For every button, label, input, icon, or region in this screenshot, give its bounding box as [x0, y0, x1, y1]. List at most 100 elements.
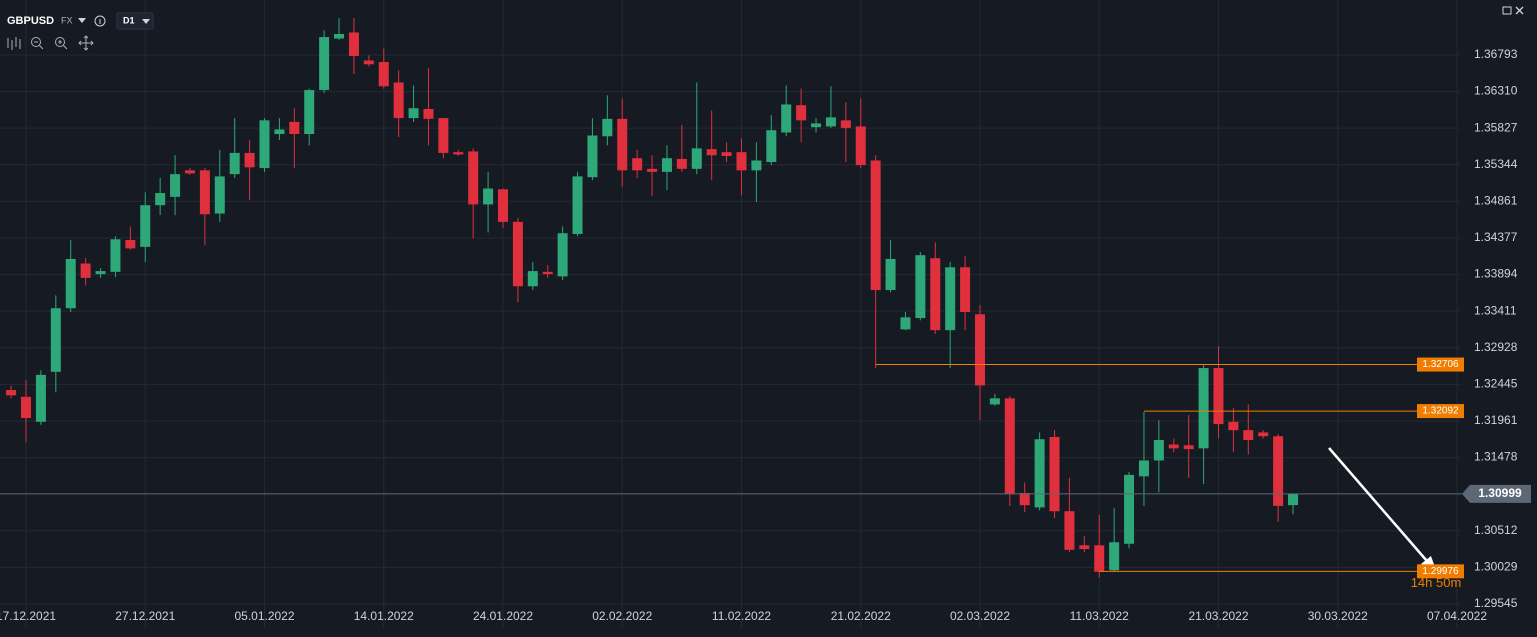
x-tick-label: 02.03.2022 [950, 609, 1010, 623]
y-tick-label: 1.33894 [1474, 267, 1518, 281]
candle-body [6, 390, 17, 396]
current-price-label: 1.30999 [1478, 486, 1522, 500]
interval-dropdown[interactable] [142, 19, 150, 24]
candle-body [855, 126, 866, 166]
candle-body [632, 158, 643, 171]
candle-body [870, 160, 881, 291]
candle-body [1049, 436, 1060, 512]
candle-body [468, 151, 479, 205]
candle-body [140, 205, 151, 247]
zoom-out-glyph [34, 41, 44, 50]
level-label: 1.32706 [1422, 359, 1459, 370]
x-tick-label: 07.04.2022 [1427, 609, 1487, 623]
candle-body [1288, 493, 1299, 506]
tools [7, 35, 94, 51]
candle-body [1228, 421, 1239, 431]
candle-body [1124, 474, 1135, 544]
indicators-icon[interactable] [7, 37, 21, 50]
y-tick-label: 1.30029 [1474, 560, 1518, 574]
y-tick-label: 1.30512 [1474, 523, 1518, 537]
level-label: 1.32092 [1422, 406, 1459, 417]
candle-body [974, 314, 985, 386]
zoom-in-glyph [58, 40, 68, 50]
symbol[interactable]: GBPUSD [7, 15, 54, 27]
candle-body [1198, 368, 1209, 449]
level-label: 1.29976 [1422, 566, 1459, 577]
symbol-dropdown[interactable] [78, 18, 86, 23]
y-tick-label: 1.34377 [1474, 230, 1518, 244]
candle-body [736, 152, 747, 171]
candle-body [1004, 398, 1015, 494]
x-tick-label: 14.01.2022 [354, 609, 414, 623]
pan-icon[interactable] [78, 35, 94, 51]
candle-body [1138, 460, 1149, 477]
countdown: 14h 50m [1411, 575, 1462, 590]
close-icon[interactable] [1515, 6, 1524, 15]
candle-body [1019, 493, 1030, 506]
candle-body [1109, 542, 1120, 571]
level-label-box [1417, 357, 1464, 372]
candle-body [244, 152, 255, 168]
candle-body [647, 168, 658, 172]
candle-body [960, 267, 971, 312]
candle-body [811, 123, 822, 128]
candle-body [930, 258, 941, 331]
level-label-box [1417, 404, 1464, 419]
market: FX [61, 15, 73, 25]
x-tick-label: 24.01.2022 [473, 609, 533, 623]
candle-body [885, 258, 896, 291]
candle-body [602, 118, 613, 137]
candle-body [825, 117, 836, 127]
candle-body [289, 121, 300, 134]
y-tick-label: 1.32928 [1474, 340, 1518, 354]
candle-body [304, 90, 315, 134]
x-tick-label: 21.02.2022 [831, 609, 891, 623]
zoom-out-icon[interactable] [31, 37, 41, 47]
candle-body [706, 149, 717, 156]
candle-body [527, 271, 538, 287]
candle-body [721, 152, 732, 156]
candle-body [1213, 368, 1224, 425]
minimize-icon[interactable] [1502, 6, 1512, 15]
candle-body [21, 396, 32, 419]
candle-body [542, 271, 553, 275]
candle-body [781, 104, 792, 133]
level-label-box [1417, 564, 1464, 579]
candle-body [900, 317, 911, 330]
x-tick-label: 02.02.2022 [592, 609, 652, 623]
info-icon[interactable] [94, 15, 106, 27]
candle-body [348, 32, 359, 56]
candle-body [1168, 444, 1179, 449]
y-tick-label: 1.36310 [1474, 84, 1518, 98]
y-tick-label: 1.29545 [1474, 596, 1518, 610]
y-tick-label: 1.32445 [1474, 377, 1518, 391]
candle-body [945, 267, 956, 331]
candle-body [229, 152, 240, 175]
candle-body [557, 233, 568, 277]
interval-box[interactable] [116, 12, 154, 30]
candle-body [423, 108, 434, 119]
candle-body [80, 263, 91, 278]
candle-body [453, 152, 464, 155]
candle-body [661, 158, 672, 172]
current-price-box [1462, 484, 1531, 503]
candle-body [408, 108, 419, 119]
candle-body [1153, 440, 1164, 461]
candle-body [393, 82, 404, 119]
candle-body [35, 374, 46, 422]
candle-body [676, 158, 687, 169]
candle-body [95, 271, 106, 275]
x-tick-label: 21.03.2022 [1188, 609, 1248, 623]
candle-body [184, 170, 195, 174]
candle-body [751, 160, 762, 171]
candle-body [691, 148, 702, 169]
candle-body [989, 398, 1000, 405]
y-tick-label: 1.36793 [1474, 47, 1518, 61]
zoom-in-icon[interactable] [55, 37, 65, 47]
x-tick-label: 27.12.2021 [115, 609, 175, 623]
candle-body [378, 62, 389, 87]
candle-body [319, 37, 330, 91]
candle-body [617, 118, 628, 171]
